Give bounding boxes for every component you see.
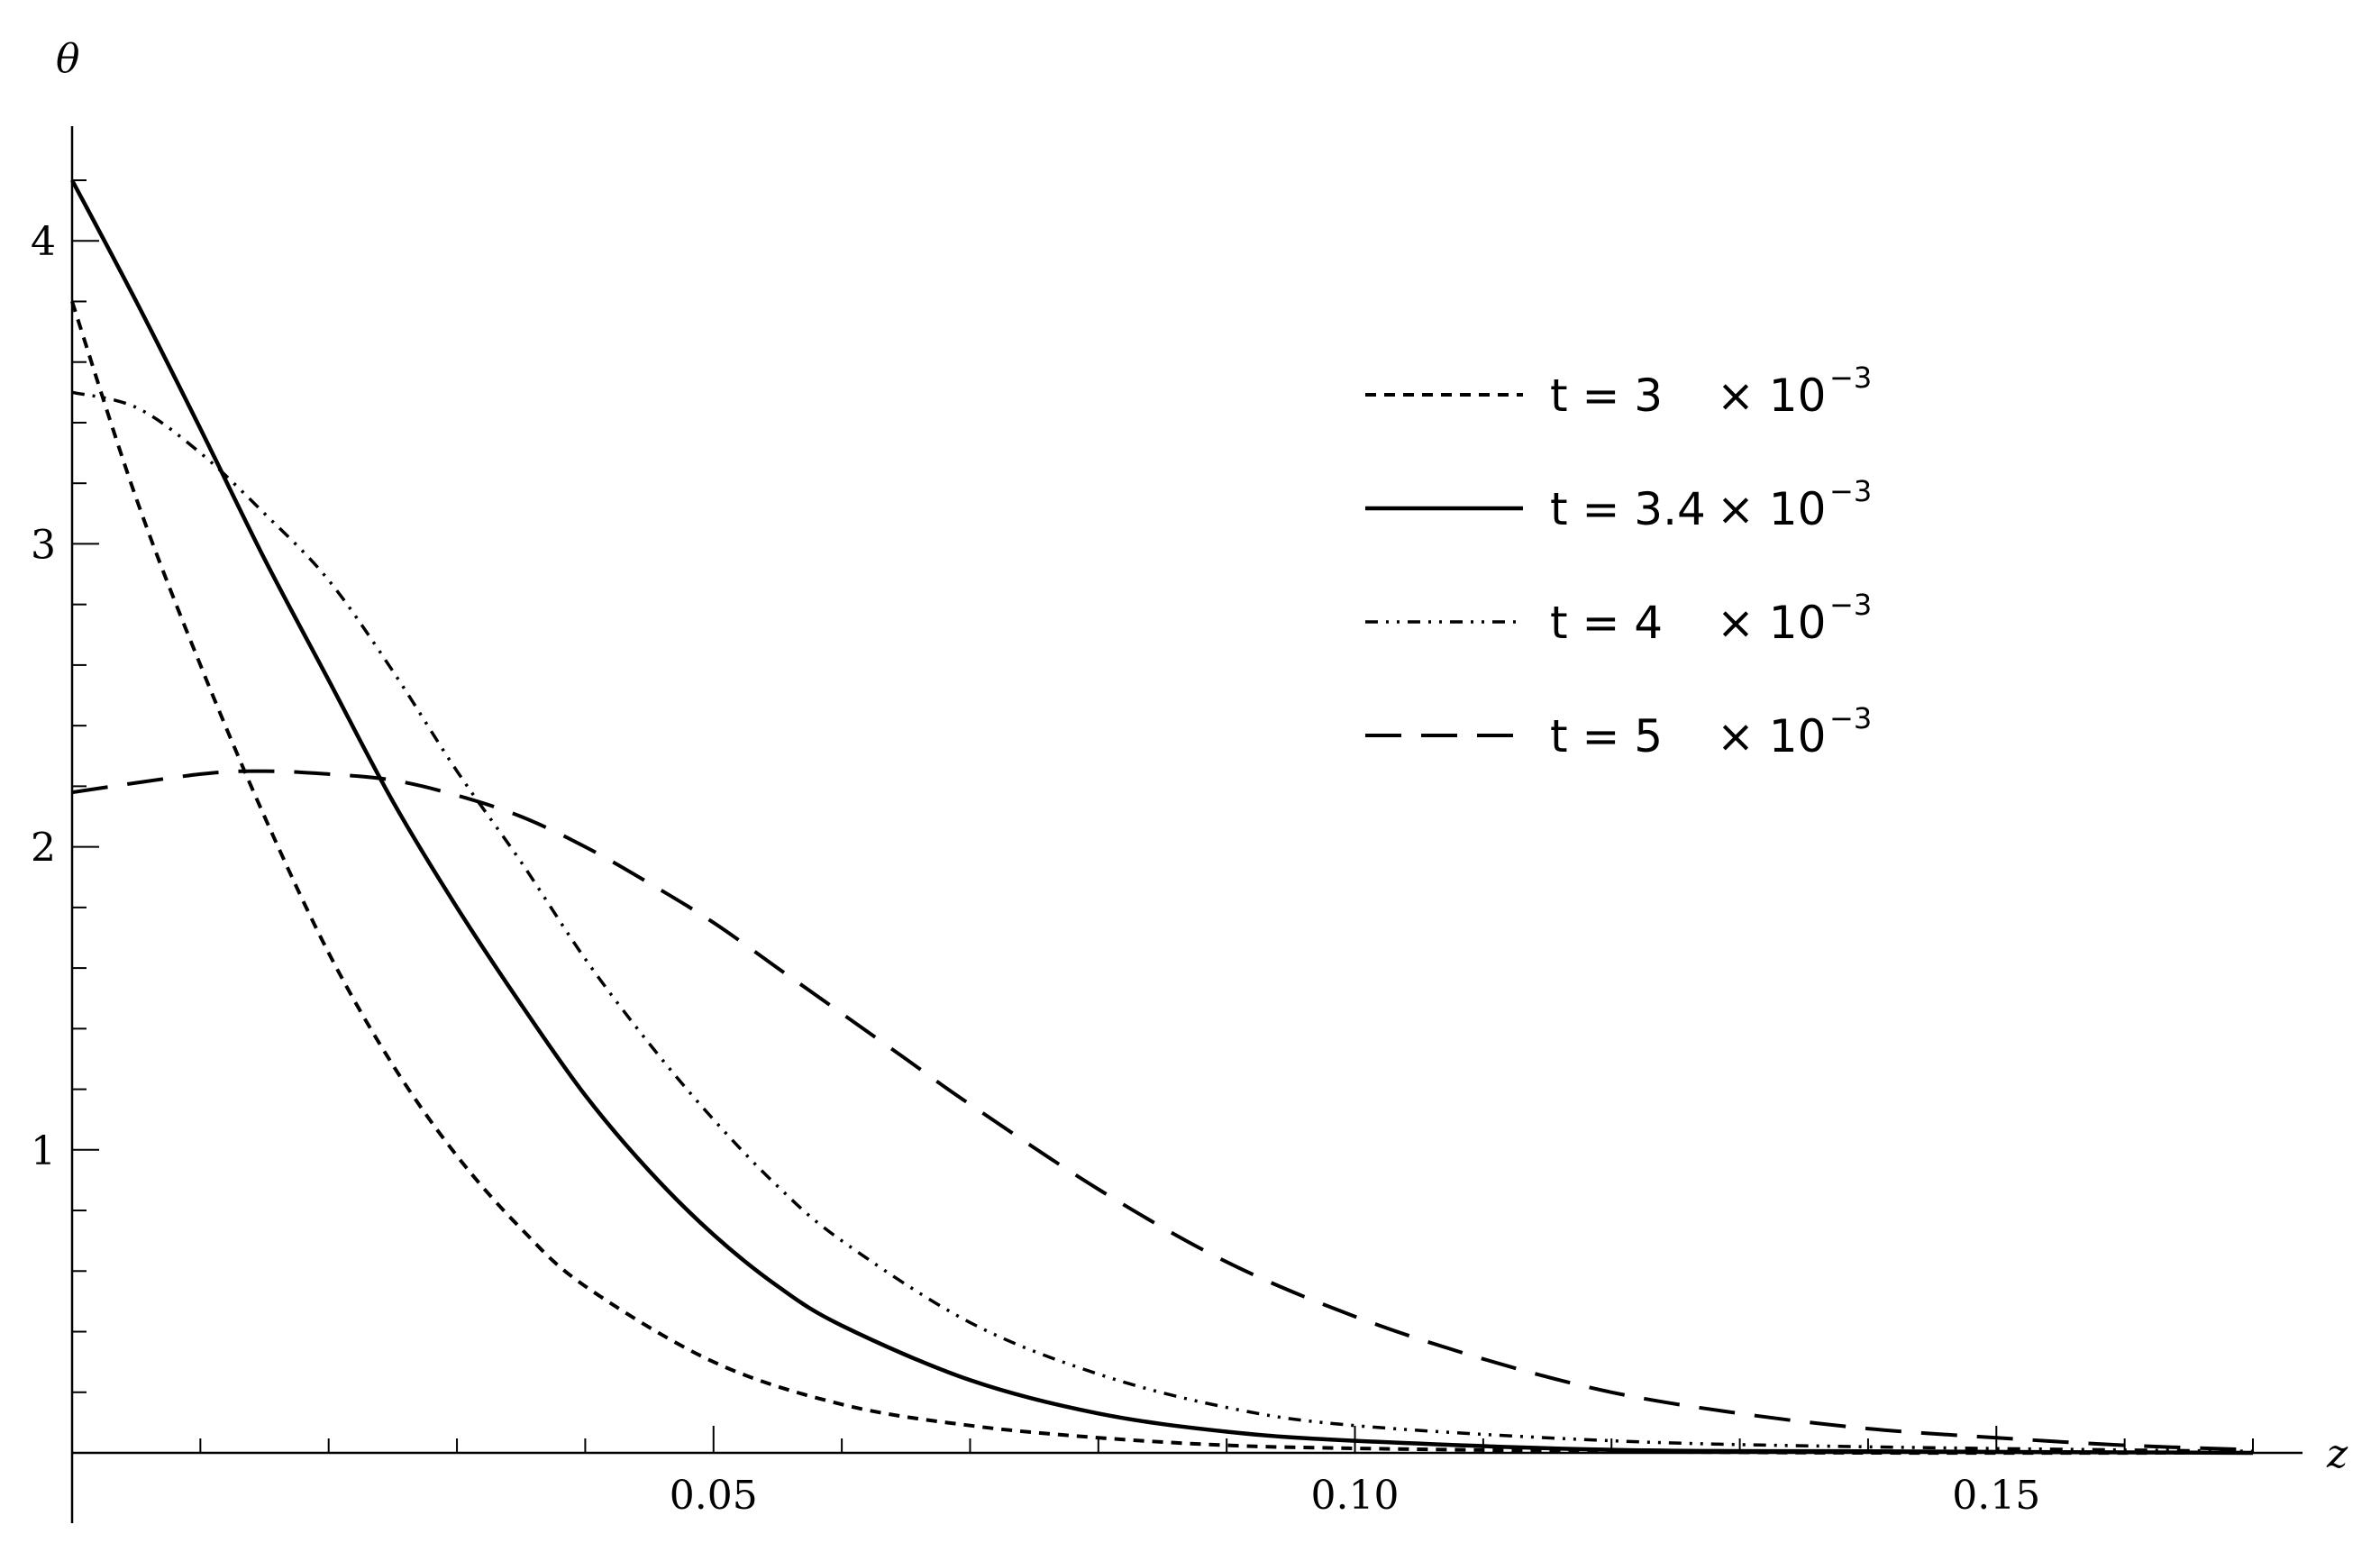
y-tick-label: 1: [31, 1128, 56, 1174]
legend: t = 3 × 10 −3t = 3.4 × 10 −3t = 4 × 10 −3t = 5…: [1365, 361, 1872, 762]
y-tick-label: 4: [31, 219, 56, 265]
x-tick-label: 0.10: [1311, 1473, 1400, 1519]
series-line-1: [70, 300, 2254, 1456]
legend-scale-2: × 10: [1717, 483, 1826, 535]
series-layer: [70, 178, 2254, 1456]
y-tick-label: 2: [31, 826, 56, 872]
series-line-3: [71, 390, 2254, 1454]
legend-exponent-2: −3: [1829, 474, 1872, 508]
x-tick-label: 0.05: [670, 1473, 758, 1519]
legend-label-1: t = 3: [1550, 370, 1663, 422]
legend-exponent-3: −3: [1829, 588, 1872, 622]
legend-scale-3: × 10: [1717, 597, 1826, 649]
x-axis-label: z: [2326, 1431, 2348, 1477]
series-line-2: [70, 178, 2254, 1456]
legend-label-3: t = 4: [1550, 597, 1663, 649]
legend-scale-1: × 10: [1717, 370, 1826, 422]
legend-exponent-1: −3: [1829, 361, 1872, 395]
legend-exponent-4: −3: [1829, 701, 1872, 735]
x-tick-label: 0.15: [1952, 1473, 2040, 1519]
axes: 0.05 0.10 0.15 1 2 3 4: [31, 126, 2302, 1523]
legend-scale-4: × 10: [1717, 710, 1826, 762]
y-axis-label: θ: [56, 36, 80, 82]
y-tick-label: 3: [31, 522, 56, 568]
series-line-4: [71, 769, 2254, 1452]
legend-label-4: t = 5: [1550, 710, 1663, 762]
legend-label-2: t = 3.4: [1550, 483, 1706, 535]
